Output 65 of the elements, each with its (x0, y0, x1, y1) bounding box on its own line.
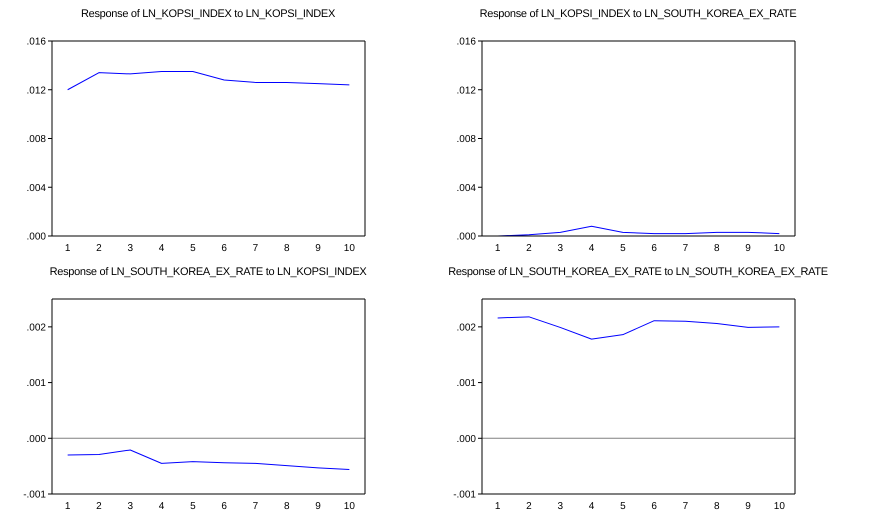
x-tick-label: 6 (221, 243, 228, 254)
x-tick-label: 6 (221, 501, 228, 512)
x-tick-label: 6 (651, 501, 658, 512)
x-tick-label: 9 (315, 243, 322, 254)
y-tick-label: .016 (26, 36, 46, 48)
y-tick-label: -.001 (23, 490, 46, 501)
x-tick-label: 10 (344, 243, 356, 254)
x-tick-label: 2 (526, 501, 532, 512)
x-tick-label: 7 (682, 243, 689, 254)
x-tick-label: 4 (588, 501, 595, 512)
y-tick-label: .002 (456, 322, 476, 334)
line-series (67, 70, 350, 90)
line-series (497, 316, 780, 340)
x-tick-label: 4 (588, 243, 595, 254)
x-tick-label: 10 (774, 243, 786, 254)
line-series (67, 449, 350, 470)
y-tick-label: .001 (456, 378, 476, 390)
x-tick-label: 3 (127, 501, 134, 512)
y-tick-label: .016 (456, 36, 476, 48)
x-tick-label: 9 (315, 501, 322, 512)
x-tick-label: 1 (64, 243, 71, 254)
x-tick-label: 2 (96, 501, 102, 512)
y-tick-label: .000 (26, 232, 46, 243)
x-tick-label: 4 (158, 243, 165, 254)
x-tick-label: 1 (494, 243, 501, 254)
y-tick-label: -.001 (453, 490, 476, 501)
x-tick-label: 6 (651, 243, 658, 254)
x-tick-label: 10 (774, 501, 786, 512)
y-tick-label: .001 (26, 378, 46, 390)
x-tick-label: 3 (127, 243, 134, 254)
x-tick-label: 7 (682, 501, 689, 512)
x-tick-label: 5 (190, 243, 196, 254)
x-tick-label: 8 (714, 243, 720, 254)
x-tick-label: 8 (284, 501, 290, 512)
x-tick-label: 5 (190, 501, 196, 512)
x-tick-label: 2 (526, 243, 532, 254)
y-tick-label: .004 (26, 182, 46, 194)
y-tick-label: .008 (26, 134, 46, 146)
x-tick-label: 7 (252, 501, 259, 512)
y-tick-label: .000 (26, 434, 46, 445)
x-tick-label: 3 (557, 501, 564, 512)
x-tick-label: 9 (745, 243, 752, 254)
x-tick-label: 5 (620, 243, 626, 254)
x-tick-label: 4 (158, 501, 165, 512)
x-tick-label: 8 (714, 501, 720, 512)
x-tick-label: 10 (344, 501, 356, 512)
x-tick-label: 3 (557, 243, 564, 254)
y-tick-label: .002 (26, 322, 46, 334)
y-tick-label: .000 (456, 232, 476, 243)
chart-title: Response of LN_KOPSI_INDEX to LN_SOUTH_KOREA_EX_RATE (478, 8, 798, 22)
y-tick-label: .004 (456, 182, 476, 194)
chart-title: Response of LN_SOUTH_KOREA_EX_RATE to LN_KOPSI_INDEX (48, 266, 368, 280)
x-tick-label: 8 (284, 243, 290, 254)
x-tick-label: 1 (64, 501, 71, 512)
y-tick-label: .000 (456, 434, 476, 445)
x-tick-label: 1 (494, 501, 501, 512)
y-tick-label: .012 (456, 85, 476, 96)
x-tick-label: 5 (620, 501, 626, 512)
x-tick-label: 2 (96, 243, 102, 254)
chart-title: Response of LN_SOUTH_KOREA_EX_RATE to LN_SOUTH_KOREA_EX_RATE (447, 266, 829, 280)
x-tick-label: 9 (745, 501, 752, 512)
y-tick-label: .012 (26, 85, 46, 96)
x-tick-label: 7 (252, 243, 259, 254)
chart-title: Response of LN_KOPSI_INDEX to LN_KOPSI_INDEX (80, 8, 336, 22)
y-tick-label: .008 (456, 134, 476, 146)
